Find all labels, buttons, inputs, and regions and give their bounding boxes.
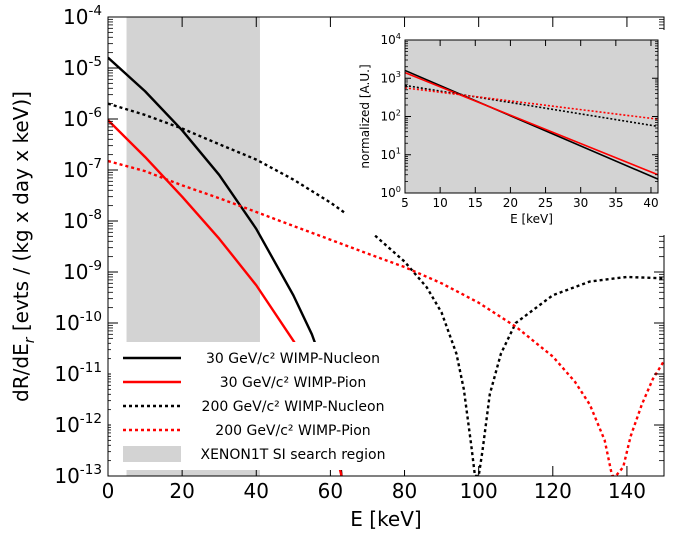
y-tick-label-base: 10	[54, 362, 79, 386]
inset-series-line-2	[405, 84, 658, 128]
legend-label: 30 GeV/c² WIMP-Pion	[220, 375, 366, 391]
y-tick-label-base: 10	[54, 311, 79, 335]
y-tick-label-exp: -9	[88, 258, 102, 274]
y-tick-label: 10-5	[63, 54, 102, 80]
legend-label: 200 GeV/c² WIMP-Nucleon	[202, 399, 385, 415]
y-tick-label-base: 10	[63, 260, 88, 284]
inset-x-tick-label: 15	[468, 196, 483, 210]
inset-y-tick-label-exp: 3	[396, 69, 401, 79]
inset-x-tick-label: 30	[573, 196, 588, 210]
x-tick-label: 120	[534, 479, 572, 503]
y-tick-label-base: 10	[54, 464, 79, 488]
x-tick-label: 80	[392, 479, 417, 503]
inset-plot-background	[405, 40, 658, 193]
inset-y-tick-label-exp: 4	[396, 31, 401, 41]
inset-x-tick-label: 5	[401, 196, 409, 210]
legend: 30 GeV/c² WIMP-Nucleon 30 GeV/c² WIMP-Pio…	[111, 342, 411, 470]
y-tick-label: 10-7	[63, 156, 102, 182]
inset-x-tick-label: 10	[432, 196, 447, 210]
legend-label: 30 GeV/c² WIMP-Nucleon	[206, 351, 380, 367]
y-tick-label: 10-4	[63, 3, 102, 29]
inset-y-tick-label-exp: 2	[396, 107, 401, 117]
y-tick-label-exp: -11	[80, 360, 102, 376]
y-tick-label-exp: -10	[80, 309, 102, 325]
y-axis-label-sub: r	[22, 336, 38, 343]
legend-label: 200 GeV/c² WIMP-Pion	[215, 423, 370, 439]
y-tick-label-exp: -7	[88, 156, 102, 172]
y-axis-label-rest: [evts / (kg x day x keV)]	[9, 91, 33, 337]
x-tick-label: 140	[608, 479, 646, 503]
inset-series-line-0	[405, 69, 658, 180]
legend-label: XENON1T SI search region	[200, 447, 385, 463]
y-tick-label: 10-12	[54, 411, 102, 437]
inset-series-line-3	[405, 87, 658, 120]
inset-y-tick-label: 104	[381, 31, 401, 47]
inset-y-tick-label-exp: 1	[396, 146, 401, 156]
y-tick-label: 10-6	[63, 105, 102, 131]
x-tick-label: 40	[244, 479, 269, 503]
y-tick-label-base: 10	[63, 5, 88, 29]
y-tick-label-base: 10	[63, 56, 88, 80]
y-tick-label-exp: -8	[88, 207, 102, 223]
y-tick-label-base: 10	[54, 413, 79, 437]
y-tick-label: 10-10	[54, 309, 102, 335]
y-tick-label-base: 10	[63, 209, 88, 233]
x-tick-label: 20	[169, 479, 194, 503]
inset-y-tick-label: 103	[381, 69, 401, 85]
y-tick-label-exp: -13	[80, 462, 102, 478]
inset-y-tick-label-base: 10	[381, 71, 396, 85]
plot-frame	[107, 16, 665, 477]
inset-y-tick-label: 102	[381, 107, 401, 123]
y-tick-label-base: 10	[63, 107, 88, 131]
x-axis-label: E [keV]	[350, 507, 421, 531]
y-tick-label-exp: -4	[88, 3, 102, 19]
inset-x-tick-label: 40	[643, 196, 658, 210]
series-line-2	[108, 102, 664, 476]
y-tick-label: 10-11	[54, 360, 102, 386]
x-tick-label: 0	[102, 479, 115, 503]
inset-series-line-1	[405, 71, 658, 176]
inset-y-tick-label-exp: 0	[396, 184, 401, 194]
inset-y-axis-label: normalized [A.U.]	[358, 64, 372, 168]
inset-x-axis-label: E [keV]	[510, 212, 553, 226]
inset-y-tick-label-base: 10	[381, 33, 396, 47]
y-axis-label: dR/dEr [evts / (kg x day x keV)]	[9, 91, 38, 402]
legend-swatch-patch	[123, 446, 181, 462]
y-tick-label: 10-8	[63, 207, 102, 233]
y-tick-label-exp: -6	[88, 105, 102, 121]
x-tick-label: 100	[460, 479, 498, 503]
inset-y-tick-label-base: 10	[381, 148, 396, 162]
y-tick-label-exp: -5	[88, 54, 102, 70]
inset-x-tick-label: 20	[503, 196, 518, 210]
inset-y-tick-label: 100	[381, 184, 401, 200]
inset-series-group	[405, 69, 658, 180]
series-line-3	[108, 159, 664, 476]
inset-plot-frame	[404, 39, 659, 194]
y-axis-label-main: dR/dE	[9, 343, 33, 402]
y-tick-label-exp: -12	[80, 411, 102, 427]
y-tick-label: 10-9	[63, 258, 102, 284]
x-tick-label: 60	[318, 479, 343, 503]
inset-x-tick-label: 25	[538, 196, 553, 210]
inset-y-tick-label-base: 10	[381, 110, 396, 124]
y-tick-label: 10-13	[54, 462, 102, 488]
inset-x-tick-label: 35	[608, 196, 623, 210]
inset-y-tick-label: 101	[381, 146, 401, 162]
y-tick-label-base: 10	[63, 158, 88, 182]
inset-y-tick-label-base: 10	[381, 186, 396, 200]
